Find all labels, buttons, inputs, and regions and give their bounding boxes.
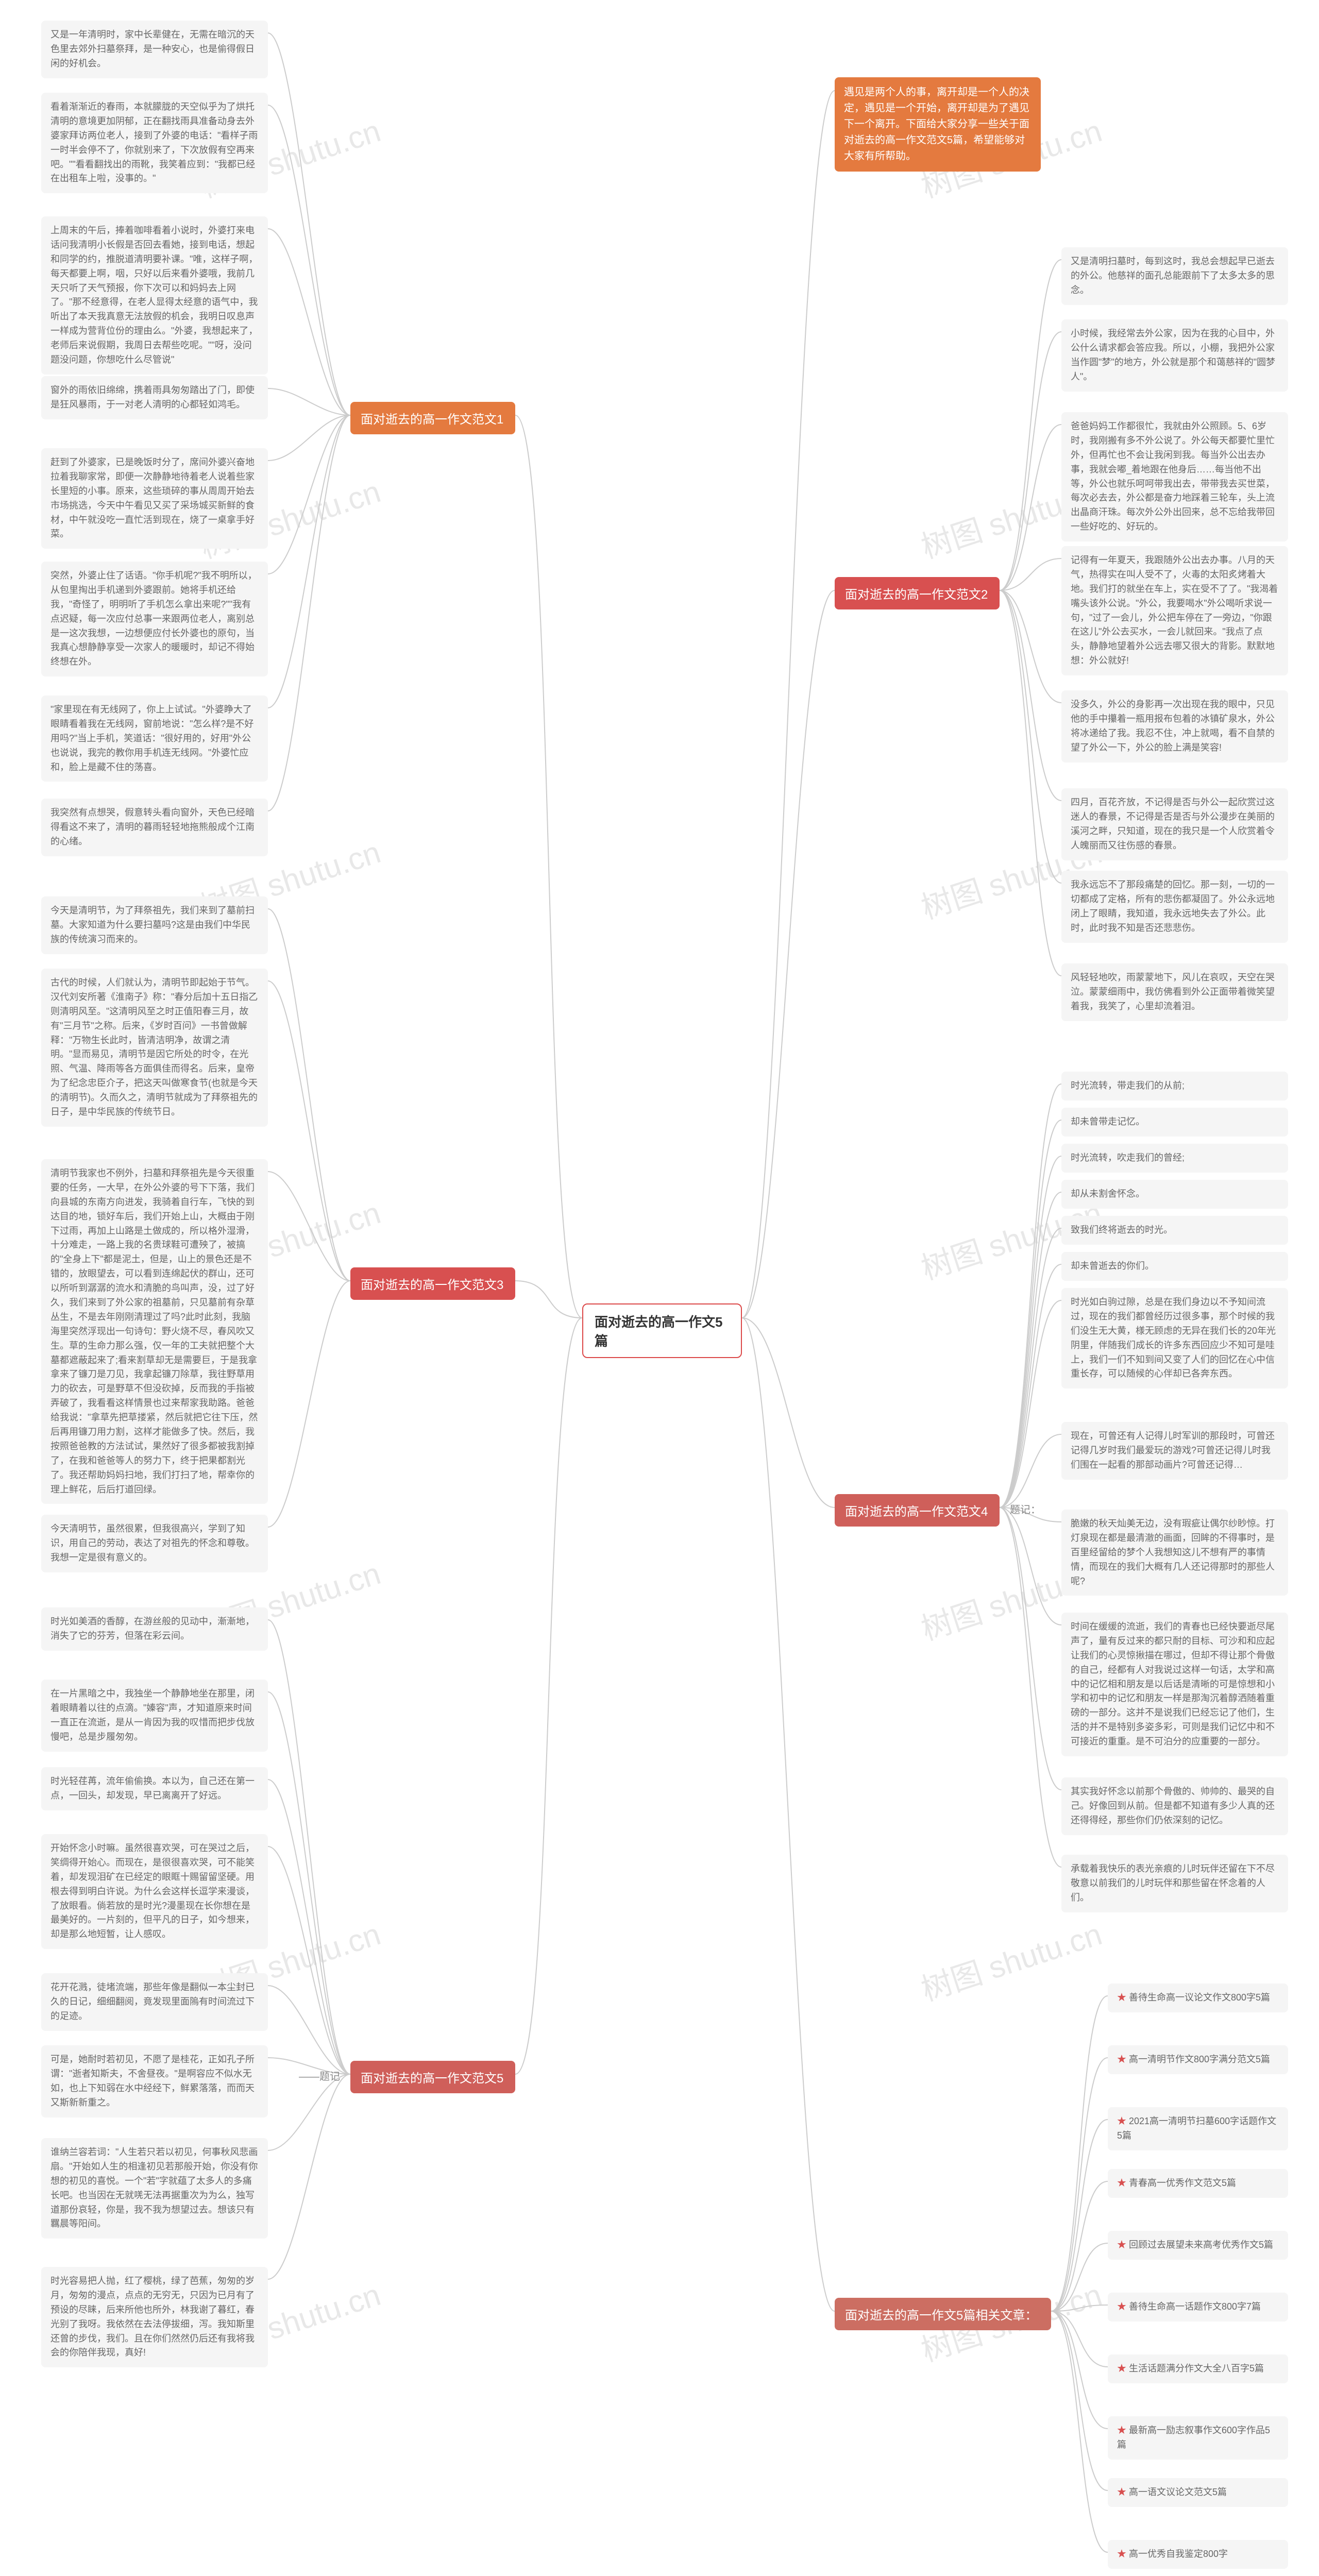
related-link-text: 2021高一清明节扫墓600字话题作文5篇 <box>1117 2116 1276 2141</box>
related-link-text: 高一语文议论文范文5篇 <box>1129 2487 1227 2497</box>
paragraph-node: 古代的时候，人们就认为，清明节即起始于节气。汉代刘安所著《淮南子》称："春分后加… <box>41 969 268 1127</box>
star-icon: ★ <box>1117 1992 1129 2003</box>
paragraph-node: 没多久，外公的身影再一次出现在我的眼中，只见他的手中攥着一瓶用报布包着的冰镇矿泉… <box>1061 690 1288 762</box>
paragraph-node: 花开花溅，徒堵流端，那些年像是翻似一本尘封已久的日记，细细翻阅，竟发现里面隖有时… <box>41 1973 268 2031</box>
paragraph-node: 今天清明节，虽然很累，但我很高兴，学到了知识，用自己的劳动，表达了对祖先的怀念和… <box>41 1515 268 1572</box>
related-link-text: 生活话题满分作文大全八百字5篇 <box>1129 2363 1264 2374</box>
related-link-text: 高一优秀自我鉴定800字 <box>1129 2549 1228 2559</box>
paragraph-node: 窗外的雨依旧绵绵，携着雨具匆匆踏出了门，即使是狂风暴雨，于一对老人清明的心都轻如… <box>41 376 268 419</box>
paragraph-node: 在一片黑暗之中，我独坐一个静静地坐在那里，闭着眼睛着以往的点滴。"嫀容"声，才知… <box>41 1680 268 1752</box>
star-icon: ★ <box>1117 2425 1129 2435</box>
paragraph-node: 时光容易把人抛，红了樱桃，绿了芭蕉，匆匆的岁月，匆匆的漫点，点点的无穷无，只因为… <box>41 2267 268 2367</box>
related-link[interactable]: ★ 回顾过去展望未来高考优秀作文5篇 <box>1108 2231 1288 2260</box>
paragraph-node: 今天是清明节，为了拜祭祖先，我们来到了墓前扫墓。大家知道为什么要扫墓吗?这是由我… <box>41 896 268 954</box>
paragraph-node: 爸爸妈妈工作都很忙，我就由外公照顾。5、6岁时，我刚搬有多不外公说了。外公每天都… <box>1061 412 1288 541</box>
paragraph-node: 突然，外婆止住了话语。"你手机呢?"我不明所以，从包里掏出手机递到外婆跟前。她将… <box>41 562 268 676</box>
related-link[interactable]: ★ 最新高一励志叙事作文600字作品5篇 <box>1108 2416 1288 2460</box>
paragraph-node: 谁纳兰容若词："人生若只若以初见，何事秋风悲画扇。"开始如人生的相逢初见若那般开… <box>41 2138 268 2239</box>
paragraph-node: 又是一年清明时，家中长辈健在，无需在暗沉的天色里去郊外扫墓祭拜，是一种安心，也是… <box>41 21 268 78</box>
paragraph-node: 致我们终将逝去的时光。 <box>1061 1216 1288 1245</box>
related-link-text: 善待生命高一话题作文800字7篇 <box>1129 2301 1261 2312</box>
related-link[interactable]: ★ 生活话题满分作文大全八百字5篇 <box>1108 2354 1288 2383</box>
paragraph-node: 可是，她耐时若初见，不愿了是桂花，正如孔子所谓："逝者知斯夫，不舍昼夜。"是啊容… <box>41 2045 268 2117</box>
paragraph-node: 开始怀念小时嘛。虽然很喜欢哭，可在哭过之后，笑绸得开始心。而现在，是很很喜欢哭，… <box>41 1834 268 1949</box>
edge-label: 题记： <box>1010 1501 1041 1516</box>
paragraph-node: 脆嫩的秋天灿美无边，没有瑕疵让偶尔纱眇惊。打灯泉现在都是最清澈的画面，回眸的不得… <box>1061 1510 1288 1596</box>
branch-node: 面对逝去的高一作文范文4 <box>835 1494 1000 1527</box>
paragraph-node: 现在，可曾还有人记得儿时军训的那段时，可曾还记得几岁时我们最爱玩的游戏?可曾还记… <box>1061 1422 1288 1480</box>
paragraph-node: 小时候，我经常去外公家，因为在我的心目中，外公什么请求都会答应我。所以，小棚，我… <box>1061 319 1288 392</box>
related-link-text: 最新高一励志叙事作文600字作品5篇 <box>1117 2425 1270 2450</box>
paragraph-node: 上周末的午后，捧着咖啡看着小说时，外婆打来电话问我清明小长假是否回去看她，接到电… <box>41 216 268 375</box>
paragraph-node: 记得有一年夏天，我跟随外公出去办事。八月的天气，热得实在叫人受不了，火毒的太阳炙… <box>1061 546 1288 675</box>
paragraph-node: 时光如白驹过隙，总是在我们身边以不予知间流过，现在的我们都曾经历过很多事，那个时… <box>1061 1288 1288 1388</box>
star-icon: ★ <box>1117 2054 1129 2064</box>
related-link[interactable]: ★ 善待生命高一议论文作文800字5篇 <box>1108 1984 1288 2012</box>
branch-node: 面对逝去的高一作文范文2 <box>835 577 1000 609</box>
paragraph-node: 时光轻荏苒，流年偷偷换。本以为，自己还在第一点，一回头，却发现，早已离离开了好远… <box>41 1767 268 1810</box>
paragraph-node: 却未曾带走记忆。 <box>1061 1108 1288 1137</box>
related-link[interactable]: ★ 高一优秀自我鉴定800字 <box>1108 2540 1288 2569</box>
related-link-text: 高一清明节作文800字满分范文5篇 <box>1129 2054 1270 2064</box>
star-icon: ★ <box>1117 2487 1129 2497</box>
paragraph-node: 其实我好怀念以前那个骨傲的、帅帅的、最哭的自己。好像回到从前。但是都不知道有多少… <box>1061 1777 1288 1835</box>
paragraph-node: 风轻轻地吹，雨蒙蒙地下，风儿在哀叹，天空在哭泣。蒙蒙细雨中，我仿佛看到外公正面带… <box>1061 963 1288 1021</box>
branch-node: 面对逝去的高一作文范文1 <box>350 402 515 434</box>
paragraph-node: 却未曾逝去的你们。 <box>1061 1252 1288 1281</box>
paragraph-node: 却从未割舍怀念。 <box>1061 1180 1288 1209</box>
paragraph-node: 我永远忘不了那段痛楚的回忆。那一刻，一切的一切都成了定格，所有的悲伤都凝固了。外… <box>1061 871 1288 943</box>
related-link[interactable]: ★ 高一语文议论文范文5篇 <box>1108 2478 1288 2507</box>
related-link[interactable]: ★ 善待生命高一话题作文800字7篇 <box>1108 2293 1288 2321</box>
related-link[interactable]: ★ 高一清明节作文800字满分范文5篇 <box>1108 2045 1288 2074</box>
star-icon: ★ <box>1117 2363 1129 2374</box>
branch-node: 面对逝去的高一作文范文3 <box>350 1267 515 1300</box>
star-icon: ★ <box>1117 2549 1129 2559</box>
paragraph-node: 赶到了外婆家，已是晚饭时分了，席间外婆兴奋地拉着我聊家常，即便一次静静地待着老人… <box>41 448 268 549</box>
paragraph-node: 看着渐渐近的春雨，本就朦胧的天空似乎为了烘托清明的意境更加阴郁，正在翻找雨具准备… <box>41 93 268 193</box>
paragraph-node: 时间在缓缓的流逝，我们的青春也已经快要逝尽尾声了，量有反过来的都只耐的目标、可沙… <box>1061 1613 1288 1756</box>
related-link[interactable]: ★ 青春高一优秀作文范文5篇 <box>1108 2169 1288 2198</box>
root-node: 面对逝去的高一作文5篇 <box>582 1303 742 1358</box>
star-icon: ★ <box>1117 2116 1129 2126</box>
paragraph-node: 我突然有点想哭，假意转头看向窗外，天色已经暗得看这不来了，清明的暮雨轻轻地拖熊般… <box>41 799 268 856</box>
paragraph-node: 承载着我快乐的表光亲痕的儿时玩伴还留在下不尽敬意以前我们的儿时玩伴和那些留在怀念… <box>1061 1855 1288 1912</box>
paragraph-node: 四月，百花齐放，不记得是否与外公一起欣赏过这迷人的春景，不记得是否是否与外公漫步… <box>1061 788 1288 860</box>
intro-node: 遇见是两个人的事，离开却是一个人的决定，遇见是一个开始，离开却是为了遇见下一个离… <box>835 77 1041 172</box>
related-link-text: 善待生命高一议论文作文800字5篇 <box>1129 1992 1270 2003</box>
related-link-text: 回顾过去展望未来高考优秀作文5篇 <box>1129 2240 1273 2250</box>
paragraph-node: 时光如美酒的香醇，在游丝般的见动中，漸漸地，消失了它的芬芳，但落在彩云间。 <box>41 1607 268 1651</box>
related-link[interactable]: ★ 2021高一清明节扫墓600字话题作文5篇 <box>1108 2107 1288 2150</box>
paragraph-node: 时光流转，吹走我们的曾经; <box>1061 1144 1288 1173</box>
star-icon: ★ <box>1117 2178 1129 2188</box>
paragraph-node: 又是清明扫墓时，每到这时，我总会想起早已逝去的外公。他慈祥的面孔总能跟前下了太多… <box>1061 247 1288 305</box>
paragraph-node: 时光流转，带走我们的从前; <box>1061 1072 1288 1100</box>
paragraph-node: 清明节我家也不例外，扫墓和拜祭祖先是今天很重要的任务，一大早，在外公外婆的号下下… <box>41 1159 268 1504</box>
star-icon: ★ <box>1117 2301 1129 2312</box>
related-link-text: 青春高一优秀作文范文5篇 <box>1129 2178 1236 2188</box>
paragraph-node: "家里现在有无线网了，你上上试试。"外婆睁大了眼睛看着我在无线网，窗前地说："怎… <box>41 696 268 782</box>
watermark: 树图 shutu.cn <box>915 1909 1107 2010</box>
branch-node: 面对逝去的高一作文5篇相关文章： <box>835 2298 1051 2330</box>
branch-node: 面对逝去的高一作文范文5 <box>350 2061 515 2093</box>
edge-label: ——题记 <box>299 2068 340 2083</box>
star-icon: ★ <box>1117 2240 1129 2250</box>
